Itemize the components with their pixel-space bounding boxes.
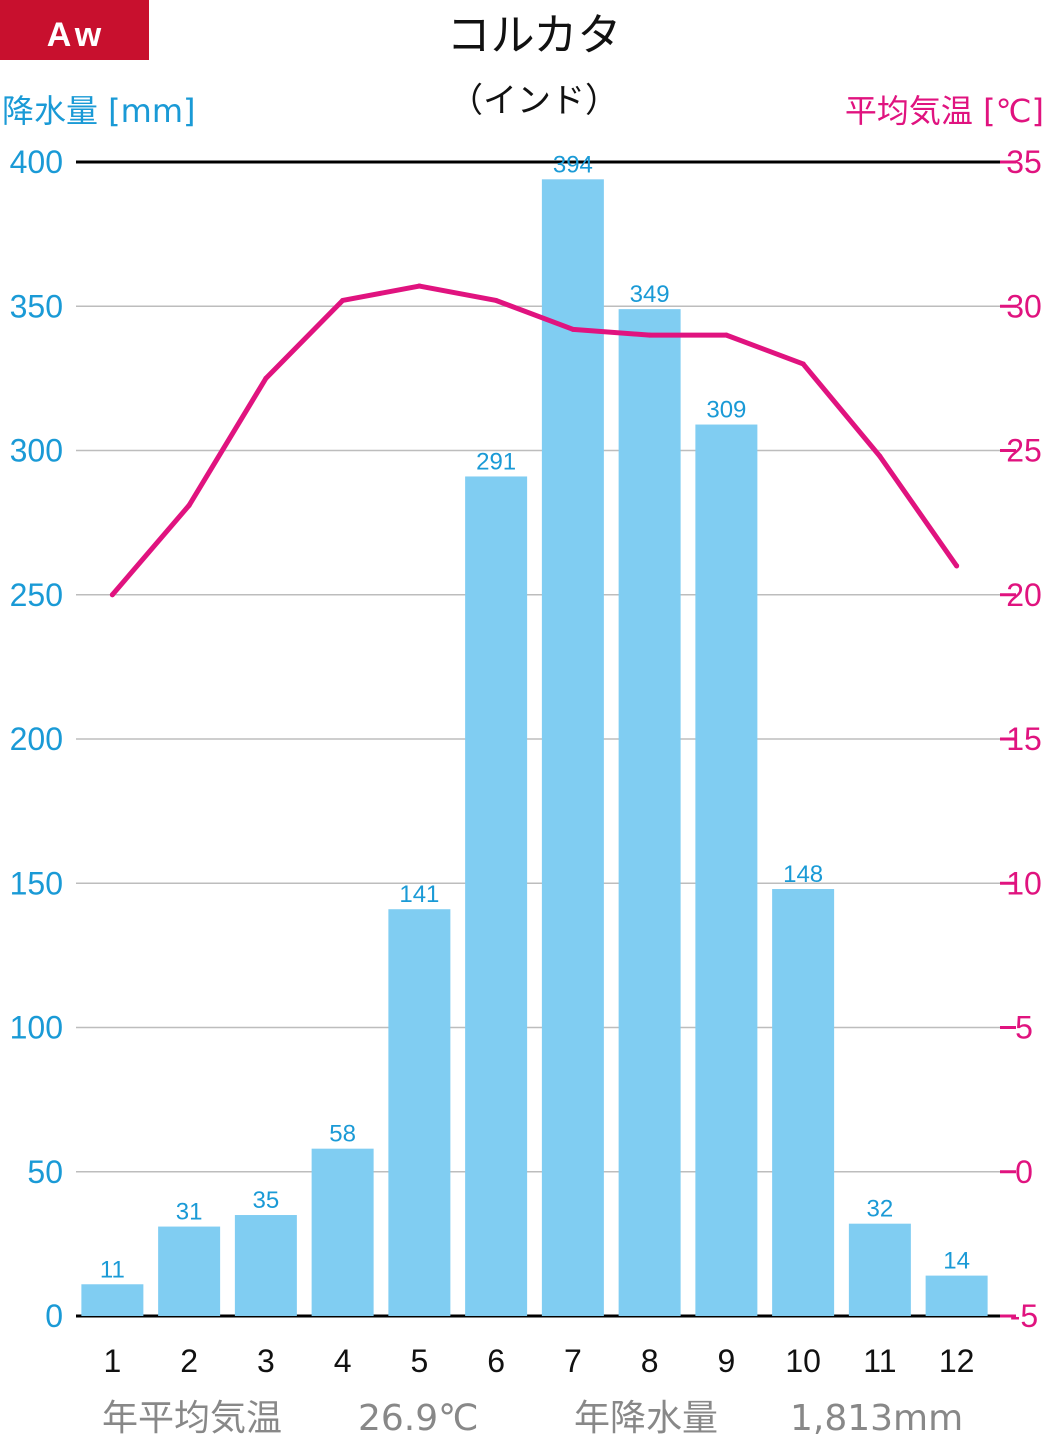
left-tick-label: 250: [10, 577, 63, 613]
left-axis-label: 降水量 [mm]: [2, 92, 196, 130]
temperature-point: [954, 563, 960, 569]
badge-background: [0, 0, 149, 60]
temperature-point: [416, 283, 422, 289]
x-axis-ticks: 1 2 3 4 5 6 7 8 9 10 11 12: [103, 1343, 974, 1379]
temperature-point: [340, 297, 346, 303]
left-tick-label: 400: [10, 144, 63, 180]
precip-bar-label: 141: [399, 881, 439, 908]
right-tick-label: 35: [1006, 144, 1042, 180]
precip-bar-label: 349: [630, 281, 670, 308]
right-tick-label: -5: [1010, 1298, 1038, 1334]
left-tick-label: 150: [10, 865, 63, 901]
right-tick-label: 30: [1006, 288, 1042, 324]
badge-text: Aw: [47, 16, 105, 54]
precip-bar: [234, 1215, 297, 1316]
x-tick-label: 5: [410, 1343, 428, 1379]
precip-bar-label: 31: [176, 1199, 203, 1226]
precip-bar-labels: 11 31 35 58 141 291 394 349 309 148 32 14: [100, 151, 970, 1283]
precip-bar: [311, 1148, 374, 1316]
precip-bar-label: 11: [100, 1256, 125, 1283]
left-tick-label: 300: [10, 433, 63, 469]
temperature-point: [493, 297, 499, 303]
precip-bar-label: 32: [867, 1196, 894, 1223]
x-tick-label: 10: [785, 1343, 821, 1379]
precip-bar: [695, 424, 758, 1316]
temperature-point: [877, 453, 883, 459]
precip-bar: [541, 179, 604, 1316]
right-tick-label: 10: [1006, 865, 1042, 901]
precip-bars: [81, 179, 988, 1317]
x-tick-label: 4: [334, 1343, 352, 1379]
x-tick-label: 6: [487, 1343, 505, 1379]
x-tick-label: 8: [641, 1343, 659, 1379]
precip-bar-label: 35: [253, 1187, 280, 1214]
precip-bar: [618, 309, 681, 1316]
right-tick-label: 25: [1006, 433, 1042, 469]
precip-bar: [772, 889, 835, 1316]
left-tick-label: 350: [10, 288, 63, 324]
precip-bar: [465, 476, 528, 1317]
left-tick-label: 0: [45, 1298, 63, 1334]
x-tick-label: 9: [717, 1343, 735, 1379]
precip-bar-label: 58: [329, 1121, 356, 1148]
right-tick-label: 0: [1015, 1154, 1033, 1190]
temperature-point: [186, 502, 192, 508]
precip-bar: [925, 1275, 988, 1316]
temperature-point: [570, 326, 576, 332]
right-tick-label: 20: [1006, 577, 1042, 613]
x-tick-label: 7: [564, 1343, 582, 1379]
left-axis-ticks: 0 50 100 150 200 250 300 350 400: [10, 144, 63, 1334]
footer-temp-label: 年平均気温: [102, 1398, 282, 1439]
x-tick-label: 11: [863, 1343, 896, 1379]
gridlines: [76, 160, 1000, 1318]
left-tick-label: 100: [10, 1010, 63, 1046]
x-tick-label: 3: [257, 1343, 275, 1379]
precip-bar-label: 14: [943, 1248, 970, 1275]
precip-bar: [388, 909, 451, 1316]
chart-title: コルカタ: [447, 10, 622, 61]
precip-bar: [81, 1284, 144, 1316]
temperature-line: [109, 283, 960, 598]
right-axis-label: 平均気温 [℃]: [845, 92, 1044, 130]
precip-bar-label: 309: [706, 397, 746, 424]
temperature-point: [647, 332, 653, 338]
badge: Aw: [0, 0, 149, 60]
temperature-series: [109, 283, 960, 598]
x-tick-label: 2: [180, 1343, 198, 1379]
left-tick-label: 200: [10, 721, 63, 757]
footer-temp-value: 26.9℃: [358, 1398, 479, 1439]
x-tick-label: 1: [103, 1343, 121, 1379]
footer-precip-value: 1,813mm: [790, 1398, 963, 1439]
temperature-point: [800, 361, 806, 367]
left-tick-label: 50: [27, 1154, 63, 1190]
right-tick-label: 15: [1006, 721, 1042, 757]
precip-bar: [848, 1223, 911, 1316]
precip-bar-label: 148: [783, 861, 823, 888]
temperature-point: [263, 375, 269, 381]
temperature-point: [109, 592, 115, 598]
precip-bar-label: 394: [553, 151, 593, 178]
footer-precip-label: 年降水量: [574, 1398, 718, 1439]
precip-bar-label: 291: [476, 448, 516, 475]
right-tick-label: 5: [1015, 1010, 1033, 1046]
right-axis-ticks: -5 0 5 10 15 20 25 30 35: [1000, 144, 1042, 1334]
chart-subtitle: （インド）: [449, 81, 619, 121]
footer: 年平均気温 26.9℃ 年降水量 1,813mm: [102, 1398, 963, 1439]
x-tick-label: 12: [939, 1343, 975, 1379]
temperature-point: [723, 332, 729, 338]
precip-bar: [158, 1226, 221, 1316]
